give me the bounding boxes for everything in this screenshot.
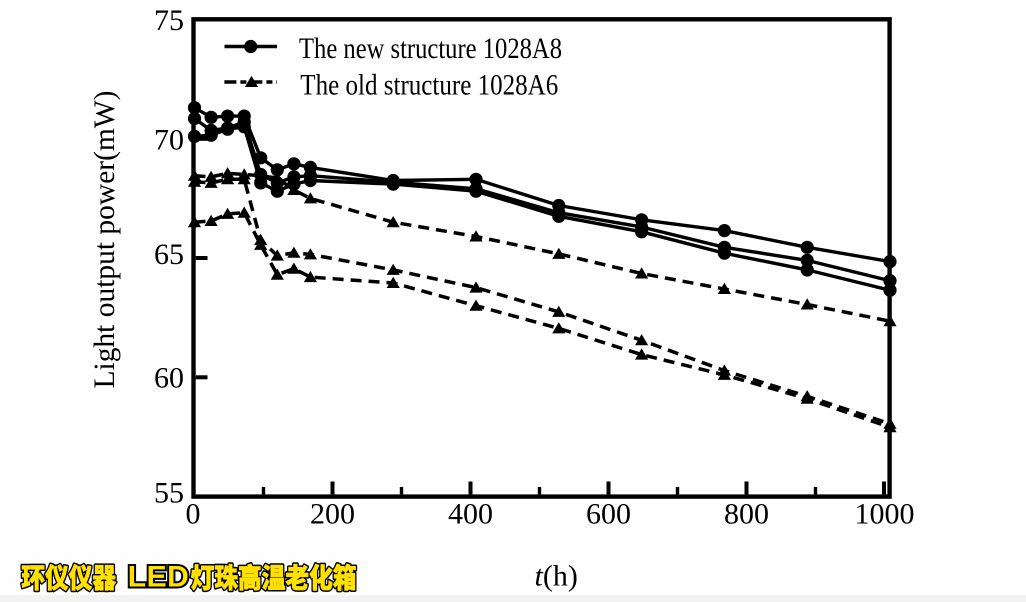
svg-text:600: 600 bbox=[586, 498, 631, 531]
svg-text:400: 400 bbox=[448, 498, 493, 531]
svg-text:60: 60 bbox=[154, 362, 184, 395]
svg-text:1000: 1000 bbox=[855, 498, 915, 531]
svg-text:LED: LED bbox=[128, 561, 190, 594]
svg-text:0: 0 bbox=[186, 498, 201, 531]
svg-text:75: 75 bbox=[154, 4, 184, 37]
svg-text:65: 65 bbox=[154, 238, 184, 271]
svg-text:55: 55 bbox=[154, 477, 184, 510]
svg-text:70: 70 bbox=[154, 124, 184, 157]
svg-text:t(h): t(h) bbox=[535, 559, 578, 592]
svg-text:200: 200 bbox=[310, 498, 355, 531]
svg-text:The new structure 1028A8: The new structure 1028A8 bbox=[299, 32, 562, 65]
svg-text:800: 800 bbox=[724, 498, 769, 531]
svg-text:The old structure 1028A6: The old structure 1028A6 bbox=[300, 69, 558, 102]
svg-text:Light output power(mW): Light output power(mW) bbox=[88, 91, 121, 389]
